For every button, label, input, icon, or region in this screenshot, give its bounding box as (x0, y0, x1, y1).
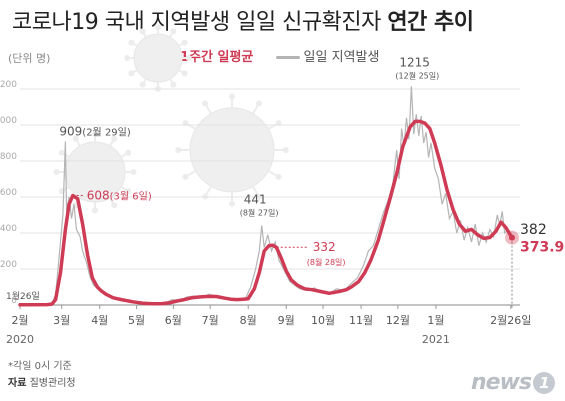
legend-item-daily: 일일 지역발생 (275, 46, 380, 65)
virus-spike-tip (139, 28, 146, 35)
annotation-382: 382 (520, 222, 547, 238)
x-tick-label: 12월 (386, 314, 410, 327)
virus-spike-tip (139, 81, 146, 88)
x-tick-label: 8월 (240, 314, 257, 327)
x-tick-label: 5월 (128, 314, 145, 327)
virus-spike-tip (128, 39, 135, 46)
virus-spike-tip (124, 55, 131, 61)
legend-label-daily: 일일 지역발생 (303, 50, 380, 65)
y-tick-label: 1000 (0, 116, 17, 126)
virus-spike-tip (175, 147, 182, 153)
virus-spike-tip (125, 149, 132, 156)
x-tick-label: 10월 (311, 314, 335, 327)
virus-spike-tip (275, 173, 282, 180)
annotation-441: 441 (244, 193, 267, 207)
annotation-373-9: 373.9 (520, 240, 564, 256)
virus-spike-tip (72, 135, 79, 142)
chart-title: 코로나19 국내 지역발생 일일 신규확진자 연간 추이 (12, 10, 474, 35)
note: *각일 0시 기준 (8, 361, 72, 372)
y-tick-label: 400 (0, 224, 17, 234)
legend-label-avg: 1주간 일평균 (180, 50, 254, 65)
virus-spike-tip (92, 130, 98, 137)
virus-shape (133, 33, 183, 83)
virus-spike-tip (170, 28, 177, 35)
virus-spike-tip (255, 100, 262, 107)
virus-spike-tip (185, 55, 192, 61)
x-tick-label: 3월 (53, 314, 70, 327)
virus-spike-tip (130, 169, 137, 175)
y-tick-label: 600 (0, 188, 17, 198)
virus-spike-tip (229, 200, 235, 207)
y-tick-label: 0 (11, 296, 17, 306)
y-tick-label: 200 (0, 260, 17, 270)
annotation-332-date: (8월 28일) (307, 257, 346, 267)
annotation-909: 909(2월 29일) (59, 124, 130, 138)
virus-spike-tip (181, 39, 188, 46)
x-tick-label: 2월 (11, 314, 28, 327)
virus-illustration (53, 24, 289, 214)
virus-spike-tip (155, 24, 161, 31)
x-tick-label: 4월 (91, 314, 108, 327)
annotation-1215: 1215 (399, 55, 430, 69)
y-tick-label: 1200 (0, 80, 17, 90)
virus-spike-tip (125, 188, 132, 195)
virus-spike-tip (111, 202, 118, 209)
news1-logo: news 1 (471, 370, 555, 395)
virus-spike-tip (181, 70, 188, 77)
virus-spike-tip (111, 135, 118, 142)
virus-spike-tip (170, 81, 177, 88)
x-tick-label: 7월 (202, 314, 219, 327)
virus-spike-tip (229, 93, 235, 100)
legend-swatch-daily (275, 56, 300, 59)
x-tick-label: 2월26일 (490, 313, 531, 327)
annotation-441-date: (8월 27일) (240, 208, 279, 218)
annotation-1215-date: (12월 25일) (395, 70, 439, 80)
year-label: 2020 (6, 333, 34, 346)
x-tick-label: 11월 (349, 314, 373, 327)
y-tick-label: 800 (0, 152, 17, 162)
virus-spike-tip (282, 147, 289, 153)
annotation-332: 332 (313, 240, 336, 254)
end-point (509, 234, 515, 241)
x-tick-label: 9월 (278, 314, 295, 327)
virus-spike-tip (202, 100, 209, 107)
virus-spike-tip (128, 70, 135, 77)
year-label: 2021 (422, 333, 450, 346)
legend: 1주간 일평균 일일 지역발생 (152, 46, 397, 65)
x-tick-label: 1월 (427, 314, 444, 327)
virus-spike-tip (92, 207, 98, 214)
unit-label: (단위 명) (8, 52, 51, 65)
virus-spike-tip (53, 169, 60, 175)
virus-spike-tip (58, 149, 65, 156)
annotation-608: 608(3월 6일) (87, 189, 152, 203)
source: 자료 질병관리청 (8, 378, 76, 389)
x-tick-label: 6월 (165, 314, 182, 327)
virus-spike-tip (182, 173, 189, 180)
virus-shape (189, 107, 275, 193)
annotation-start: 1월26일 (6, 290, 40, 302)
series-avg-line (18, 119, 514, 307)
